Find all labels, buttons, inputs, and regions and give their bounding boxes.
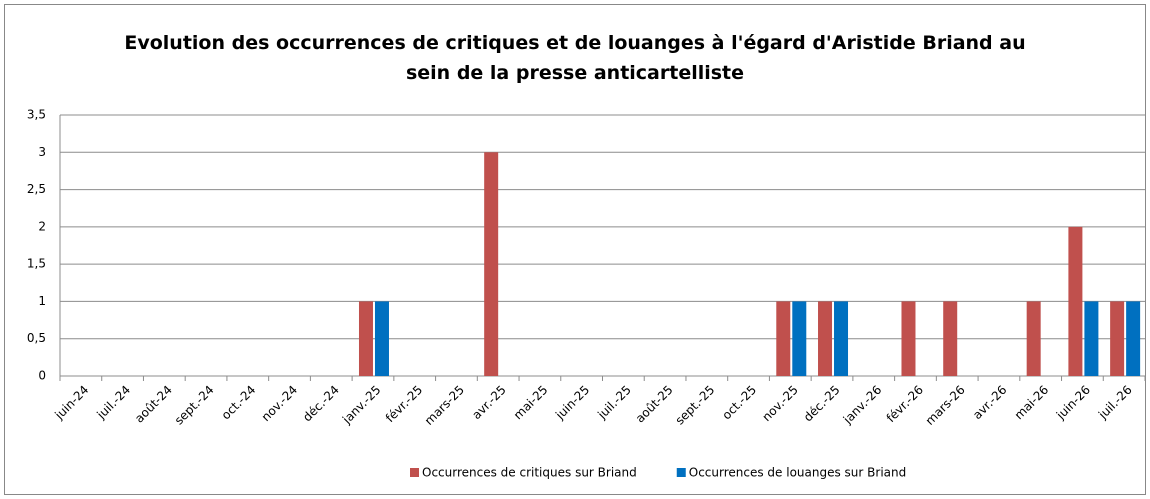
y-tick-label: 2,5 bbox=[27, 182, 46, 196]
bar bbox=[484, 152, 499, 376]
legend-swatch bbox=[676, 468, 686, 477]
x-tick-label: janv.-25 bbox=[339, 383, 383, 427]
x-tick-label: juin-25 bbox=[552, 383, 592, 423]
x-tick-label: oct.-24 bbox=[219, 383, 259, 423]
x-tick-label: nov.-25 bbox=[759, 383, 800, 424]
chart-frame bbox=[4, 4, 1146, 495]
bar bbox=[1068, 226, 1083, 376]
legend-label: Occurrences de louanges sur Briand bbox=[689, 466, 906, 480]
x-tick-label: févr.-26 bbox=[884, 383, 926, 425]
chart-title: Evolution des occurrences de critiques e… bbox=[124, 32, 1026, 84]
y-tick-label: 1,5 bbox=[27, 257, 46, 271]
x-tick-label: juil.-25 bbox=[594, 383, 634, 423]
x-tick-label: oct.-25 bbox=[720, 383, 760, 423]
x-tick-label: août-25 bbox=[633, 383, 676, 426]
y-tick-label: 0 bbox=[38, 369, 46, 383]
bar bbox=[834, 301, 849, 376]
x-tick-label: mars-26 bbox=[923, 383, 968, 428]
y-tick-label: 3 bbox=[38, 145, 46, 159]
x-tick-label: mars-25 bbox=[422, 383, 467, 428]
x-tick-label: sept.-25 bbox=[673, 383, 718, 428]
bar bbox=[792, 301, 807, 376]
x-tick-label: août-24 bbox=[132, 383, 175, 426]
y-tick-label: 1 bbox=[38, 294, 46, 308]
bar bbox=[374, 301, 389, 376]
x-tick-label: mai-25 bbox=[511, 383, 551, 423]
x-tick-label: déc.-24 bbox=[300, 383, 342, 425]
bar bbox=[943, 301, 958, 376]
x-tick-label: avr.-25 bbox=[469, 383, 508, 422]
x-tick-label: nov.-24 bbox=[259, 383, 300, 424]
bar bbox=[358, 301, 373, 376]
y-tick-label: 0,5 bbox=[27, 331, 46, 345]
x-tick-label: déc.-25 bbox=[801, 383, 843, 425]
bar bbox=[1084, 301, 1099, 376]
x-tick-label: juil.-24 bbox=[94, 383, 134, 423]
y-tick-label: 2 bbox=[38, 219, 46, 233]
x-tick-label: avr.-26 bbox=[970, 383, 1009, 422]
legend-swatch bbox=[410, 468, 419, 477]
bar bbox=[1110, 301, 1125, 376]
y-tick-label: 3,5 bbox=[27, 108, 46, 122]
bar bbox=[901, 301, 916, 376]
x-tick-label: mai-26 bbox=[1012, 383, 1052, 423]
x-tick-label: juil.-26 bbox=[1095, 383, 1135, 423]
x-tick-label: juin-24 bbox=[52, 383, 92, 423]
x-tick-label: juin-26 bbox=[1053, 383, 1093, 423]
bar bbox=[1026, 301, 1041, 376]
bar bbox=[818, 301, 833, 376]
bar bbox=[1126, 301, 1141, 376]
x-tick-label: févr.-25 bbox=[383, 383, 425, 425]
bar bbox=[776, 301, 791, 376]
legend-label: Occurrences de critiques sur Briand bbox=[422, 466, 637, 480]
x-tick-label: sept.-24 bbox=[172, 383, 217, 428]
x-tick-label: janv.-26 bbox=[840, 383, 884, 427]
